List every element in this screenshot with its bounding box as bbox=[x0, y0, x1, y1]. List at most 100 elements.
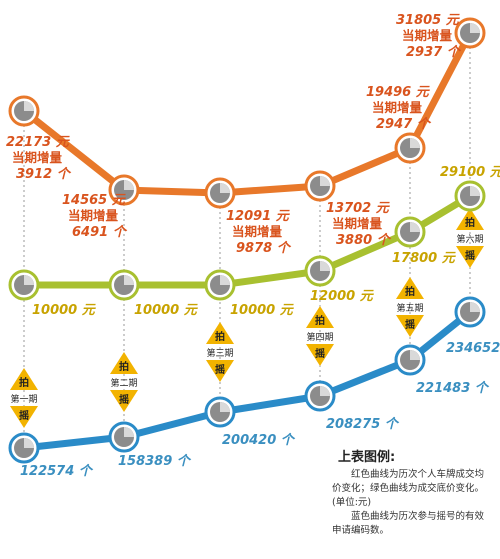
marker-bottom-triangle bbox=[456, 246, 484, 268]
point-s1-4 bbox=[304, 170, 336, 202]
red-sub-label: 当期增量 bbox=[232, 224, 283, 239]
red-sub-label: 当期增量 bbox=[372, 100, 423, 115]
series-line-3 bbox=[20, 308, 474, 452]
point-highlight bbox=[24, 438, 34, 448]
green-label-2: 10000 元 bbox=[134, 303, 199, 318]
marker-top-triangle bbox=[10, 368, 38, 390]
marker-bottom-char: 摇 bbox=[405, 318, 415, 331]
marker-bottom-triangle bbox=[110, 390, 138, 412]
marker-period-label: 第四期 bbox=[306, 331, 333, 343]
red-increment-label: 6491 个 bbox=[72, 224, 128, 240]
red-value-label: 22173 元 bbox=[6, 135, 71, 150]
marker-period-label: 第一期 bbox=[10, 393, 37, 405]
marker-period-label: 第二期 bbox=[110, 377, 137, 389]
marker-period-label: 第五期 bbox=[396, 302, 423, 314]
marker-period-label: 第六期 bbox=[456, 233, 483, 245]
red-increment-label: 2937 个 bbox=[406, 44, 462, 60]
marker-top-triangle bbox=[396, 277, 424, 299]
point-s3-3 bbox=[204, 396, 236, 428]
green-label-4: 12000 元 bbox=[310, 289, 375, 304]
legend-title: 上表图例: bbox=[338, 450, 396, 465]
blue-label-6: 234652 个 bbox=[446, 340, 500, 356]
data-points bbox=[8, 17, 486, 464]
red-increment-label: 3880 个 bbox=[336, 232, 392, 248]
blue-label-4: 208275 个 bbox=[326, 416, 400, 432]
marker-bottom-triangle bbox=[10, 406, 38, 428]
point-highlight bbox=[470, 302, 480, 312]
marker-top-triangle bbox=[110, 352, 138, 374]
point-highlight bbox=[470, 23, 480, 33]
blue-label-1: 122574 个 bbox=[20, 463, 94, 479]
point-highlight bbox=[220, 275, 230, 285]
point-s3-1 bbox=[8, 432, 40, 464]
point-s1-6 bbox=[454, 17, 486, 49]
point-s1-5 bbox=[394, 132, 426, 164]
marker-top-triangle bbox=[206, 322, 234, 344]
series-line-1 bbox=[20, 29, 474, 197]
point-highlight bbox=[320, 386, 330, 396]
green-label-3: 10000 元 bbox=[230, 303, 295, 318]
marker-top-char: 拍 bbox=[405, 285, 415, 298]
red-value-label: 14565 元 bbox=[62, 193, 127, 208]
point-s3-6 bbox=[454, 296, 486, 328]
legend-box: 上表图例: 红色曲线为历次个人车牌成交均价变化；绿色曲线为成交底价变化。(单位:… bbox=[324, 440, 500, 559]
red-increment-label: 2947 个 bbox=[376, 116, 432, 132]
point-s1-1 bbox=[8, 95, 40, 127]
point-highlight bbox=[124, 180, 134, 190]
point-s3-2 bbox=[108, 421, 140, 453]
point-highlight bbox=[220, 402, 230, 412]
marker-top-char: 拍 bbox=[19, 376, 29, 389]
green-label-6: 29100 元 bbox=[440, 165, 500, 180]
marker-period-label: 第三期 bbox=[206, 347, 233, 359]
marker-bottom-triangle bbox=[396, 315, 424, 337]
red-value-label: 19496 元 bbox=[366, 85, 431, 100]
marker-top-triangle bbox=[306, 306, 334, 328]
red-sub-label: 当期增量 bbox=[402, 28, 453, 43]
marker-top-char: 拍 bbox=[215, 330, 225, 343]
marker-bottom-char: 摇 bbox=[315, 347, 325, 360]
point-s2-5 bbox=[394, 216, 426, 248]
point-highlight bbox=[320, 261, 330, 271]
point-highlight bbox=[124, 275, 134, 285]
blue-label-3: 200420 个 bbox=[222, 432, 296, 448]
point-s2-2 bbox=[108, 269, 140, 301]
legend-line-blue: 蓝色曲线为历次参与摇号的有效申请编码数。 bbox=[332, 511, 485, 536]
point-highlight bbox=[24, 101, 34, 111]
marker-top-char: 拍 bbox=[465, 216, 475, 229]
blue-label-2: 158389 个 bbox=[118, 453, 192, 469]
red-sub-label: 当期增量 bbox=[12, 150, 63, 165]
marker-top-triangle bbox=[456, 208, 484, 230]
point-s1-2 bbox=[108, 174, 140, 206]
point-s2-4 bbox=[304, 255, 336, 287]
marker-bottom-char: 摇 bbox=[19, 409, 29, 422]
point-s1-3 bbox=[204, 177, 236, 209]
legend-text: 红色曲线为历次个人车牌成交均价变化；绿色曲线为成交底价变化。(单位:元) 蓝色曲… bbox=[332, 468, 492, 538]
point-highlight bbox=[320, 176, 330, 186]
point-s2-1 bbox=[8, 269, 40, 301]
point-s3-4 bbox=[304, 380, 336, 412]
green-label-1: 10000 元 bbox=[32, 303, 97, 318]
point-highlight bbox=[470, 186, 480, 196]
marker-top-char: 拍 bbox=[315, 314, 325, 327]
marker-bottom-triangle bbox=[206, 360, 234, 382]
point-highlight bbox=[410, 222, 420, 232]
point-highlight bbox=[220, 183, 230, 193]
legend-line-red-green: 红色曲线为历次个人车牌成交均价变化；绿色曲线为成交底价变化。(单位:元) bbox=[332, 469, 485, 508]
point-s3-5 bbox=[394, 344, 426, 376]
marker-bottom-char: 摇 bbox=[119, 393, 129, 406]
green-label-5: 17800 元 bbox=[392, 251, 457, 266]
